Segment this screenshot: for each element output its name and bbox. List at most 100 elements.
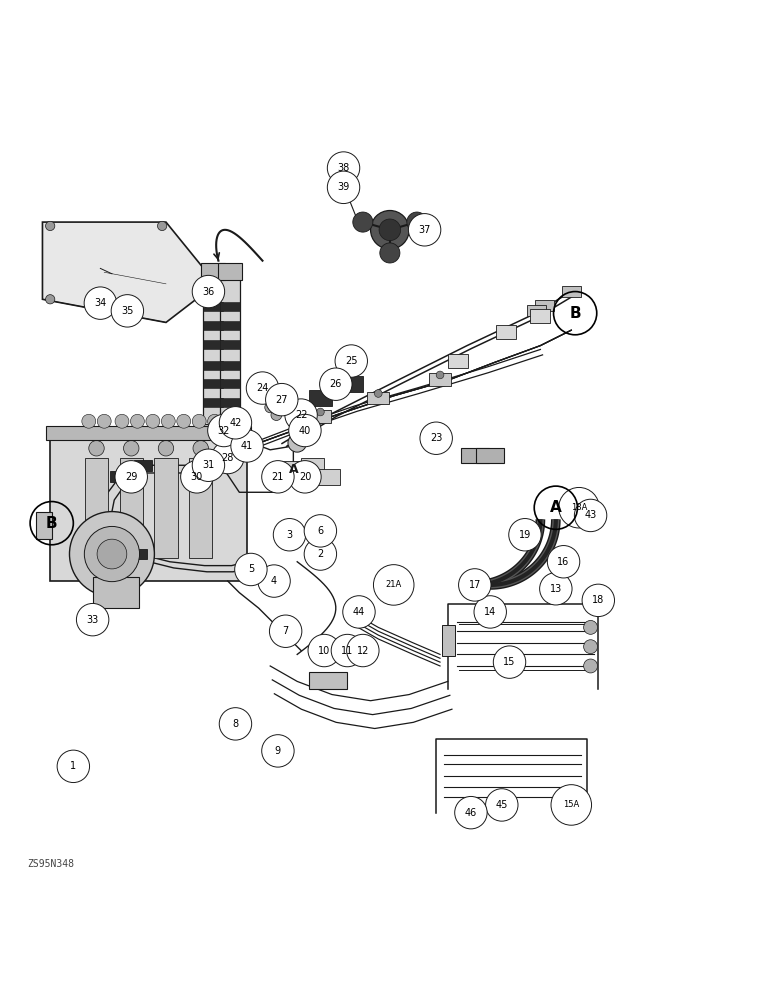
Text: 25: 25 [345, 356, 357, 366]
Text: 6: 6 [317, 526, 323, 536]
Circle shape [584, 620, 598, 634]
FancyBboxPatch shape [134, 460, 152, 471]
FancyBboxPatch shape [220, 379, 240, 388]
FancyBboxPatch shape [367, 392, 389, 404]
Text: 10: 10 [318, 646, 330, 656]
Circle shape [509, 519, 541, 551]
Circle shape [289, 461, 321, 493]
Text: 19: 19 [519, 530, 531, 540]
FancyBboxPatch shape [154, 458, 178, 558]
Circle shape [304, 515, 337, 547]
FancyBboxPatch shape [189, 458, 212, 558]
Text: 2: 2 [317, 549, 323, 559]
Circle shape [341, 179, 350, 188]
FancyBboxPatch shape [476, 448, 504, 463]
Text: 21A: 21A [385, 580, 402, 589]
Text: 14: 14 [484, 607, 496, 617]
Text: 37: 37 [418, 225, 431, 235]
Circle shape [161, 414, 175, 428]
Circle shape [547, 546, 580, 578]
FancyBboxPatch shape [36, 512, 52, 539]
Polygon shape [42, 222, 216, 322]
FancyBboxPatch shape [429, 373, 451, 386]
FancyBboxPatch shape [203, 379, 223, 388]
Text: 15A: 15A [563, 800, 580, 809]
Circle shape [235, 553, 267, 586]
Circle shape [584, 640, 598, 654]
Circle shape [257, 393, 268, 403]
Circle shape [436, 371, 444, 379]
Text: 29: 29 [125, 472, 137, 482]
FancyBboxPatch shape [203, 302, 223, 311]
FancyBboxPatch shape [340, 376, 363, 392]
Circle shape [115, 461, 147, 493]
FancyBboxPatch shape [46, 426, 251, 440]
Text: 46: 46 [465, 808, 477, 818]
Text: 1: 1 [70, 761, 76, 771]
Circle shape [76, 603, 109, 636]
Circle shape [193, 441, 208, 456]
FancyBboxPatch shape [201, 263, 225, 280]
Text: 17: 17 [469, 580, 481, 590]
Circle shape [380, 243, 400, 263]
Circle shape [258, 565, 290, 597]
Circle shape [420, 422, 452, 454]
Circle shape [265, 402, 276, 413]
Circle shape [304, 538, 337, 570]
Circle shape [111, 295, 144, 327]
Text: 41: 41 [241, 441, 253, 451]
Text: A: A [289, 463, 298, 476]
FancyBboxPatch shape [203, 361, 223, 370]
Text: B: B [569, 306, 581, 321]
Circle shape [97, 539, 127, 569]
Circle shape [455, 796, 487, 829]
Circle shape [130, 414, 144, 428]
Circle shape [407, 212, 427, 232]
FancyBboxPatch shape [85, 458, 108, 558]
Circle shape [231, 430, 263, 462]
FancyBboxPatch shape [203, 321, 223, 330]
Circle shape [192, 414, 206, 428]
Circle shape [320, 368, 352, 400]
Circle shape [340, 162, 352, 174]
Circle shape [97, 414, 111, 428]
Text: ZS95N348: ZS95N348 [27, 859, 74, 869]
Circle shape [493, 646, 526, 678]
Circle shape [57, 750, 90, 783]
FancyBboxPatch shape [220, 361, 240, 370]
Circle shape [379, 219, 401, 241]
Text: 5: 5 [248, 564, 254, 574]
Circle shape [212, 441, 244, 474]
Circle shape [69, 512, 154, 596]
Circle shape [157, 221, 167, 231]
Text: 4: 4 [271, 576, 277, 586]
FancyBboxPatch shape [220, 302, 240, 311]
Circle shape [317, 408, 324, 416]
Circle shape [192, 275, 225, 308]
FancyBboxPatch shape [282, 461, 305, 477]
Circle shape [192, 449, 225, 481]
Circle shape [262, 461, 294, 493]
Text: 27: 27 [276, 395, 288, 405]
Circle shape [459, 569, 491, 601]
Circle shape [353, 212, 373, 232]
Circle shape [271, 410, 282, 420]
Text: 32: 32 [218, 426, 230, 436]
FancyBboxPatch shape [220, 398, 240, 407]
Circle shape [246, 372, 279, 404]
FancyBboxPatch shape [461, 448, 489, 463]
Circle shape [266, 383, 298, 416]
Circle shape [551, 785, 591, 825]
Circle shape [582, 584, 615, 617]
Circle shape [102, 299, 111, 308]
Text: 23: 23 [430, 433, 442, 443]
Circle shape [474, 596, 506, 628]
Circle shape [486, 789, 518, 821]
Text: 13: 13 [550, 584, 562, 594]
FancyBboxPatch shape [203, 424, 248, 438]
Circle shape [327, 171, 360, 204]
Text: 35: 35 [121, 306, 134, 316]
Text: 21: 21 [272, 472, 284, 482]
FancyBboxPatch shape [317, 469, 340, 485]
Text: 18: 18 [592, 595, 604, 605]
